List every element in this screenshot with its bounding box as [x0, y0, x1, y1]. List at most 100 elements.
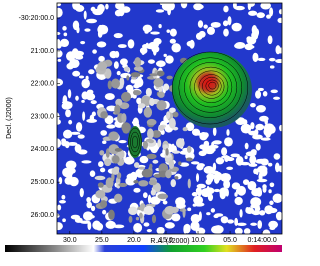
noise-patch [208, 144, 219, 149]
noise-patch [269, 7, 274, 17]
noise-patch [164, 222, 175, 229]
noise-patch [234, 192, 238, 197]
noise-patch [81, 78, 90, 89]
noise-patch [102, 209, 107, 215]
noise-patch [88, 69, 95, 75]
noise-patch [61, 194, 66, 200]
figure: R.A. (J2000) Decl. (J2000) 30.0 25.0 20.0 1… [5, 2, 283, 252]
noise-patch [125, 84, 134, 92]
gray-patch [100, 200, 108, 209]
noise-patch [210, 208, 216, 213]
noise-patch [118, 140, 127, 144]
gray-patch [111, 167, 120, 175]
noise-patch [68, 119, 73, 125]
noise-patch [204, 147, 215, 155]
x-tick-label: 05.0 [223, 237, 237, 244]
noise-patch [206, 185, 210, 194]
noise-patch [59, 38, 69, 48]
gray-patch [99, 150, 105, 156]
gray-patch [123, 66, 130, 72]
noise-patch [223, 5, 229, 13]
noise-patch [77, 149, 88, 155]
noise-patch [90, 100, 97, 105]
noise-patch [169, 28, 177, 37]
noise-patch [87, 221, 92, 230]
noise-patch [196, 4, 204, 10]
noise-patch [61, 102, 70, 110]
noise-patch [195, 173, 200, 182]
gray-patch [138, 166, 145, 170]
noise-patch [210, 21, 221, 28]
noise-patch [57, 3, 62, 7]
noise-patch [223, 179, 231, 189]
noise-patch [264, 205, 274, 215]
noise-patch [136, 97, 142, 105]
gray-patch [152, 159, 159, 164]
noise-patch [234, 227, 243, 234]
x-tick-label: 15.0 [159, 237, 173, 244]
noise-patch [269, 65, 275, 69]
noise-patch [278, 9, 282, 15]
noise-patch [130, 78, 136, 84]
noise-patch [255, 159, 266, 164]
noise-patch [244, 155, 248, 160]
noise-patch [116, 70, 121, 76]
gray-patch [128, 215, 133, 223]
contour [130, 131, 140, 153]
noise-patch [133, 187, 141, 193]
noise-patch [96, 41, 107, 48]
gray-patch [145, 87, 152, 97]
noise-patch [113, 224, 125, 229]
noise-patch [212, 162, 217, 172]
gray-patch [111, 78, 121, 89]
contour [132, 135, 138, 149]
noise-patch [87, 214, 95, 219]
noise-patch [65, 109, 71, 118]
noise-patch [67, 89, 72, 99]
noise-patch [78, 75, 85, 79]
noise-patch [275, 45, 281, 55]
noise-patch [145, 42, 149, 48]
noise-patch [119, 58, 128, 66]
gray-patch [142, 140, 149, 150]
gray-patch [156, 100, 167, 111]
noise-patch [269, 182, 275, 188]
noise-patch [234, 42, 245, 49]
noise-patch [175, 197, 186, 207]
noise-patch [234, 5, 245, 11]
x-tick-label: 20.0 [127, 237, 141, 244]
gray-patch [168, 117, 176, 129]
noise-patch [71, 48, 79, 57]
noise-patch [86, 197, 92, 203]
noise-patch [203, 166, 215, 174]
noise-patch [221, 147, 228, 156]
noise-patch [262, 184, 267, 190]
noise-patch [268, 220, 279, 229]
noise-patch [117, 44, 127, 49]
noise-patch [80, 40, 86, 45]
noise-patch [224, 155, 229, 163]
gray-patch [104, 68, 112, 79]
gray-patch [100, 111, 108, 119]
gray-patch [134, 57, 142, 68]
noise-patch [155, 9, 165, 13]
noise-patch [67, 141, 78, 146]
gray-patch [130, 72, 141, 78]
gray-patch [172, 111, 179, 118]
gray-patch [175, 138, 185, 148]
noise-patch [243, 119, 248, 126]
noise-patch [75, 4, 85, 12]
noise-patch [161, 3, 173, 11]
noise-patch [244, 43, 254, 51]
gray-patch [151, 214, 157, 224]
noise-patch [226, 129, 230, 136]
noise-patch [236, 222, 247, 226]
gray-patch [105, 177, 114, 189]
noise-patch [98, 161, 104, 168]
colorbar [5, 245, 282, 252]
noise-patch [165, 55, 174, 64]
noise-patch [153, 48, 157, 56]
noise-patch [127, 39, 135, 49]
noise-patch [57, 58, 62, 62]
noise-patch [250, 122, 255, 130]
